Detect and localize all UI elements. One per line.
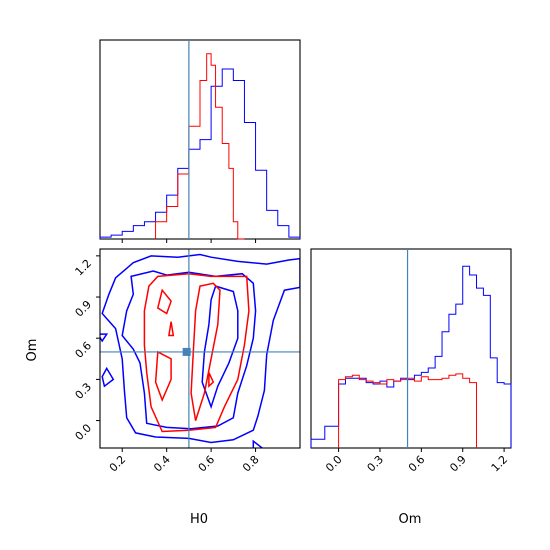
contour-line-5 bbox=[101, 366, 115, 388]
contour-xtick-label-0: 0.2 bbox=[107, 453, 129, 475]
contour-frame bbox=[99, 248, 301, 449]
contour-xtick-label-3: 0.8 bbox=[240, 453, 262, 475]
contour-ytick-label-2: 0.6 bbox=[73, 339, 95, 361]
contour-line-10 bbox=[156, 288, 172, 315]
h0-om-contour-panel: 0.2 0.4 0.6 0.8 0.0 0.3 0.6 0.9 1.2 bbox=[73, 248, 301, 475]
om-hist-frame bbox=[310, 248, 512, 449]
om-hist-xtick-label-1: 0.3 bbox=[365, 453, 387, 475]
contour-line-6 bbox=[252, 439, 264, 448]
contour-line-8 bbox=[190, 282, 221, 421]
contour-xtick-label-2: 0.6 bbox=[196, 453, 218, 475]
contour-lines bbox=[100, 253, 300, 448]
contour-line-1 bbox=[101, 253, 300, 444]
y-axis-label-om: Om bbox=[25, 339, 40, 362]
contour-line-4 bbox=[100, 333, 109, 343]
x-axis-label-om: Om bbox=[399, 512, 422, 527]
om-hist-xtick-label-0: 0.0 bbox=[323, 453, 345, 475]
h0-histogram-panel bbox=[99, 39, 301, 243]
h0-hist-frame bbox=[99, 39, 301, 240]
h0-hist-series-1 bbox=[99, 68, 301, 239]
contour-line-9 bbox=[154, 350, 172, 403]
contour-line-11 bbox=[168, 321, 175, 337]
contour-line-3 bbox=[201, 285, 239, 410]
x-axis-label-h0: H0 bbox=[190, 512, 208, 527]
om-hist-xtick-label-4: 1.2 bbox=[489, 453, 511, 475]
om-hist-series-1 bbox=[310, 265, 512, 448]
contour-xtick-label-1: 0.4 bbox=[151, 453, 173, 475]
contour-line-2 bbox=[121, 270, 257, 430]
om-hist-xtick-label-3: 0.9 bbox=[447, 453, 469, 475]
contour-ytick-label-1: 0.3 bbox=[73, 380, 95, 402]
om-hist-xtick-label-2: 0.6 bbox=[406, 453, 428, 475]
contour-ytick-label-3: 0.9 bbox=[73, 298, 95, 320]
h0-hist-series-2 bbox=[155, 53, 245, 240]
contour-line-12 bbox=[208, 372, 215, 388]
contour-line-7 bbox=[143, 272, 250, 433]
om-histogram-panel: 0.0 0.3 0.6 0.9 1.2 bbox=[310, 248, 512, 475]
contour-ytick-label-4: 1.2 bbox=[73, 257, 95, 279]
contour-ytick-label-0: 0.0 bbox=[73, 421, 95, 443]
truth-marker bbox=[182, 347, 191, 356]
